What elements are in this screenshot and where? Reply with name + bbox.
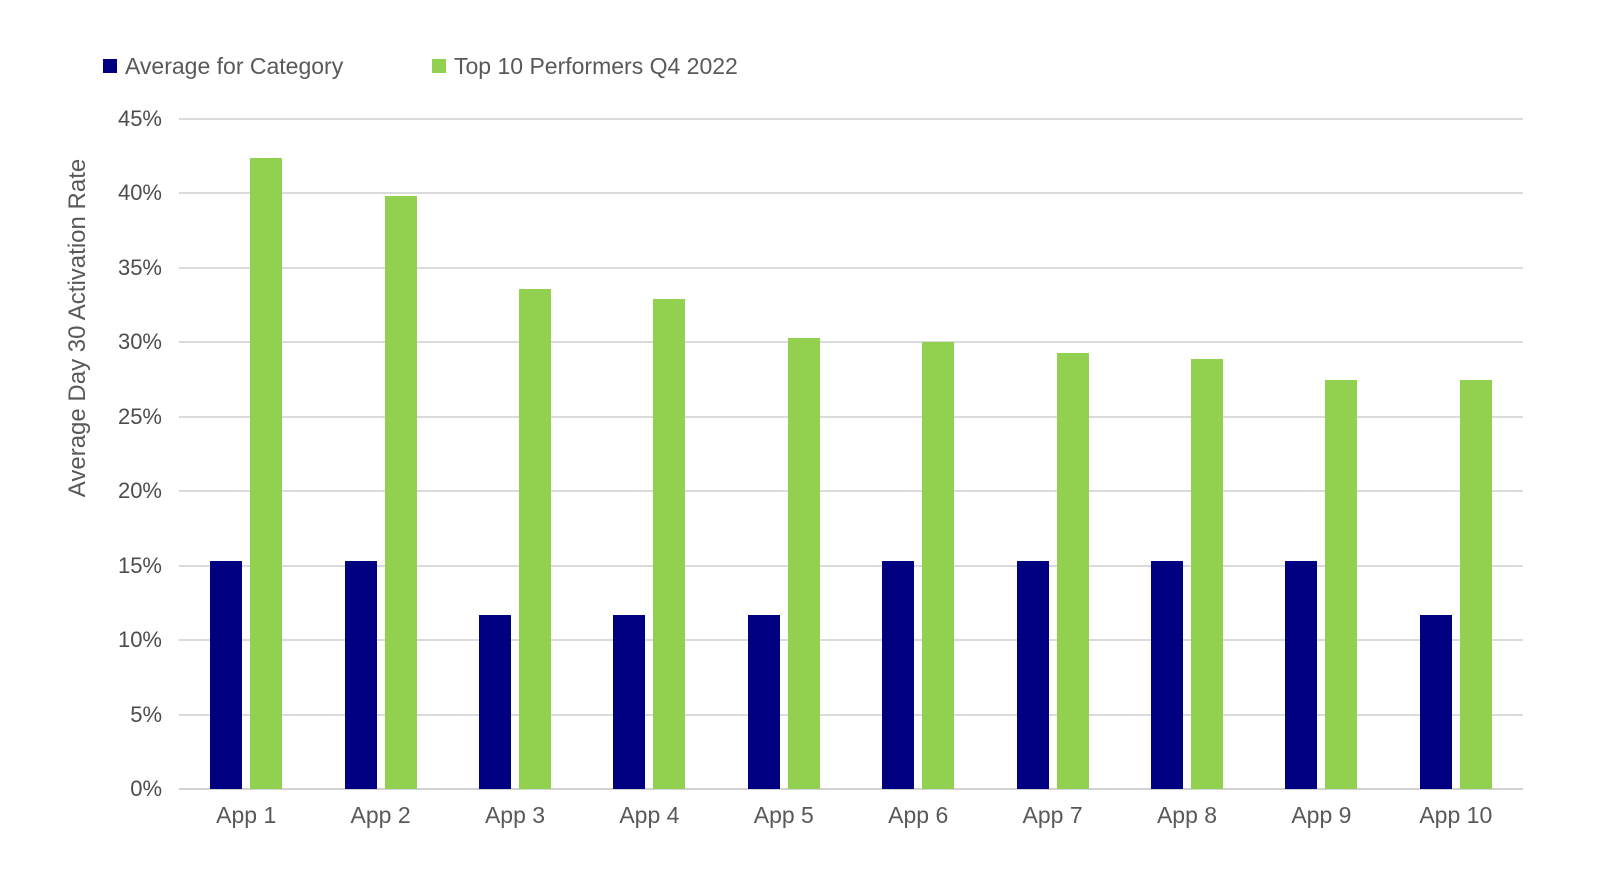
bar-top10-app-7 <box>1057 352 1089 789</box>
y-tick-label-15: 15% <box>117 552 162 578</box>
y-tick-label-35: 35% <box>117 254 162 280</box>
bar-average-app-3 <box>479 614 511 789</box>
bar-average-app-5 <box>748 614 780 789</box>
y-tick-label-45: 45% <box>117 106 162 131</box>
y-axis-title: Average Day 30 Activation Rate <box>64 158 91 498</box>
x-category-label-app-8: App 8 <box>1156 802 1218 828</box>
bar-top10-app-8 <box>1191 358 1223 789</box>
y-tick-label-25: 25% <box>117 403 162 429</box>
x-category-label-app-10: App 10 <box>1419 802 1493 828</box>
bar-top10-app-6 <box>922 342 954 789</box>
x-category-label-app-4: App 4 <box>619 802 680 828</box>
gridline-20 <box>179 490 1523 493</box>
y-tick-label-40: 40% <box>117 180 162 206</box>
x-category-label-app-3: App 3 <box>484 802 546 828</box>
x-category-label-app-7: App 7 <box>1022 802 1083 828</box>
bar-average-app-2 <box>345 561 377 789</box>
x-category-label-app-1: App 1 <box>216 802 277 828</box>
bar-average-app-7 <box>1017 561 1049 789</box>
bar-top10-app-3 <box>519 288 551 789</box>
bar-top10-app-9 <box>1325 379 1357 789</box>
gridline-40 <box>179 192 1523 195</box>
legend-label-top10: Top 10 Performers Q4 2022 <box>454 53 738 79</box>
y-tick-label-0: 0% <box>130 776 162 801</box>
x-category-label-app-5: App 5 <box>753 802 814 828</box>
bar-top10-app-2 <box>385 196 417 789</box>
gridline-30 <box>179 341 1523 344</box>
y-tick-label-10: 10% <box>117 627 162 653</box>
gridline-10 <box>179 639 1523 642</box>
bar-average-app-4 <box>613 614 645 789</box>
bar-average-app-10 <box>1420 614 1452 789</box>
bar-top10-app-4 <box>653 299 685 789</box>
legend-item-top10: Top 10 Performers Q4 2022 <box>432 51 738 81</box>
bar-average-app-8 <box>1151 561 1183 789</box>
legend-swatch-top10-icon <box>432 59 446 73</box>
gridline-15 <box>179 564 1523 567</box>
y-tick-label-30: 30% <box>117 329 162 355</box>
y-tick-label-20: 20% <box>117 478 162 504</box>
bar-top10-app-1 <box>250 157 282 789</box>
bar-average-app-9 <box>1285 561 1317 789</box>
x-axis-line <box>179 788 1523 790</box>
x-category-label-app-6: App 6 <box>888 802 949 828</box>
plot-area <box>179 118 1523 790</box>
legend-swatch-average-icon <box>103 59 117 73</box>
bar-top10-app-10 <box>1460 379 1492 789</box>
legend-label-average: Average for Category <box>125 53 344 79</box>
gridline-35 <box>179 266 1523 269</box>
bar-average-app-1 <box>210 561 242 789</box>
bar-top10-app-5 <box>788 337 820 789</box>
bar-average-app-6 <box>882 561 914 789</box>
gridline-25 <box>179 415 1523 418</box>
y-tick-label-5: 5% <box>130 701 162 727</box>
x-category-label-app-9: App 9 <box>1291 802 1352 828</box>
legend-item-average: Average for Category <box>103 51 343 81</box>
gridline-45 <box>179 118 1523 120</box>
x-category-label-app-2: App 2 <box>350 802 411 828</box>
gridline-5 <box>179 713 1523 716</box>
